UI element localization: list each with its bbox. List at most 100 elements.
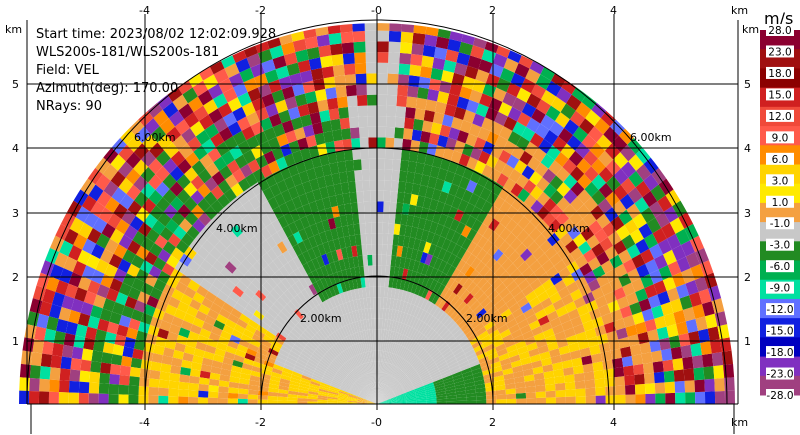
velocity-cell (414, 205, 423, 218)
velocity-cell (359, 298, 365, 310)
velocity-cell (355, 180, 364, 192)
velocity-cell (99, 372, 110, 384)
velocity-cell (346, 375, 355, 384)
velocity-cell (255, 191, 268, 205)
velocity-cell (340, 385, 351, 391)
velocity-cell (283, 176, 296, 190)
velocity-cell (666, 287, 680, 302)
velocity-cell (596, 333, 609, 345)
velocity-cell (558, 345, 570, 355)
velocity-cell (604, 206, 619, 223)
velocity-cell (371, 394, 377, 404)
velocity-cell (295, 322, 306, 333)
velocity-cell (281, 189, 293, 203)
velocity-cell (349, 234, 357, 247)
velocity-cell (429, 255, 438, 268)
velocity-cell (290, 328, 301, 339)
velocity-cell (357, 255, 364, 267)
velocity-cell (456, 400, 467, 404)
velocity-cell (401, 312, 408, 324)
velocity-cell (328, 334, 337, 346)
range-ring-2km (260, 275, 494, 405)
velocity-cell (351, 370, 359, 380)
x-tick-top: 2 (489, 4, 496, 17)
velocity-cell (406, 352, 414, 362)
velocity-cell (230, 370, 241, 379)
velocity-cell (310, 378, 321, 385)
velocity-cell (420, 372, 430, 379)
velocity-cell (588, 220, 603, 235)
velocity-cell (411, 330, 420, 341)
velocity-cell (404, 225, 413, 238)
velocity-cell (348, 392, 359, 397)
velocity-cell (192, 218, 206, 233)
velocity-cell (208, 385, 219, 393)
velocity-cell (388, 377, 395, 387)
velocity-cell (621, 355, 634, 367)
velocity-cell (259, 301, 271, 313)
velocity-cell (367, 400, 377, 404)
velocity-cell (456, 234, 467, 247)
velocity-cell (81, 265, 96, 281)
velocity-cell (204, 344, 217, 355)
velocity-cell (386, 397, 397, 402)
velocity-cell (453, 328, 464, 339)
velocity-cell (471, 244, 483, 258)
velocity-cell (458, 153, 471, 167)
velocity-cell (115, 219, 130, 235)
velocity-cell (549, 121, 565, 137)
velocity-cell (625, 394, 636, 404)
velocity-cell (156, 93, 173, 110)
velocity-cell (377, 398, 386, 404)
velocity-cell (317, 392, 329, 397)
velocity-cell (353, 41, 366, 53)
velocity-cell (431, 233, 441, 246)
velocity-cell (349, 322, 356, 334)
velocity-cell (661, 348, 673, 361)
velocity-cell (589, 308, 602, 321)
velocity-cell (409, 372, 419, 381)
plot-info-panel: Start time: 2023/08/02 12:02:09.928 WLS2… (36, 26, 276, 116)
velocity-cell (544, 246, 558, 260)
velocity-cell (609, 277, 623, 292)
velocity-cell (186, 225, 200, 240)
velocity-cell (654, 315, 667, 330)
velocity-cell (451, 256, 462, 269)
velocity-cell (249, 235, 261, 249)
velocity-cell (321, 219, 331, 232)
velocity-cell (432, 155, 443, 169)
velocity-cell (553, 259, 567, 273)
velocity-cell (542, 364, 554, 373)
velocity-cell (176, 174, 191, 190)
velocity-cell (325, 251, 334, 264)
velocity-cell (446, 395, 457, 399)
velocity-cell (390, 342, 396, 354)
velocity-cell (131, 254, 145, 269)
velocity-cell (455, 221, 466, 235)
colorbar-label-bg (766, 109, 794, 122)
velocity-cell (416, 364, 426, 373)
velocity-cell (567, 308, 580, 321)
velocity-cell (486, 324, 498, 335)
velocity-cell (518, 351, 530, 360)
velocity-cell (649, 243, 664, 260)
velocity-cell (63, 256, 78, 273)
velocity-cell (191, 272, 204, 286)
velocity-cell (88, 184, 104, 202)
velocity-cell (492, 195, 505, 210)
velocity-cell (301, 350, 312, 359)
velocity-cell (216, 272, 229, 285)
velocity-cell (498, 287, 511, 299)
velocity-cell (651, 350, 663, 363)
velocity-cell (401, 203, 410, 215)
velocity-cell (471, 232, 483, 245)
velocity-cell (385, 374, 391, 385)
velocity-cell (549, 348, 561, 358)
velocity-cell (87, 280, 101, 295)
velocity-cell (277, 352, 288, 361)
velocity-cell (361, 244, 368, 256)
velocity-cell (370, 190, 377, 202)
velocity-cell (213, 319, 226, 331)
velocity-cell (424, 384, 435, 390)
velocity-cell (397, 84, 409, 97)
